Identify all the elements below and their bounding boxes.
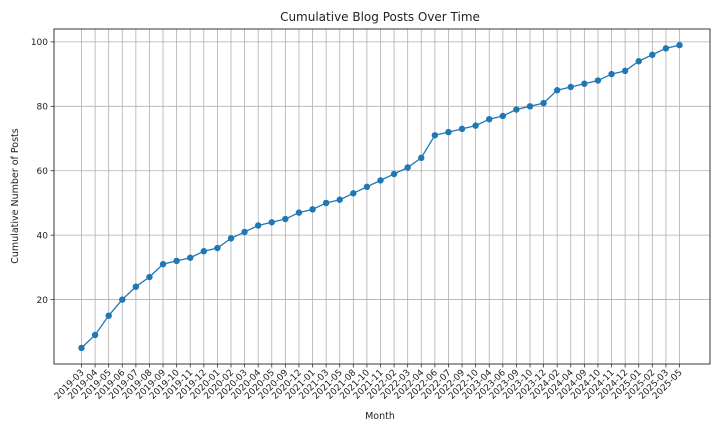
data-point — [404, 164, 411, 171]
data-point — [200, 248, 208, 255]
data-point — [322, 199, 330, 207]
data-point — [146, 273, 153, 281]
data-point — [105, 312, 112, 319]
y-axis-label: Cumulative Number of Posts — [10, 128, 21, 263]
data-point — [295, 209, 303, 216]
data-point — [418, 154, 425, 162]
y-tick-label: 40 — [37, 231, 49, 241]
chart-title: Cumulative Blog Posts Over Time — [280, 10, 480, 24]
data-point — [377, 177, 384, 184]
plot-frame — [53, 28, 711, 365]
data-point — [553, 87, 561, 94]
data-point — [445, 128, 452, 136]
data-point — [431, 132, 439, 139]
axes — [53, 28, 711, 365]
data-point — [214, 244, 221, 252]
data-point — [594, 77, 602, 84]
data-point — [513, 106, 520, 113]
data-point — [119, 296, 126, 303]
data-point — [499, 112, 507, 120]
data-point — [159, 260, 167, 268]
data-point — [390, 170, 398, 178]
data-point — [78, 344, 85, 352]
data-point — [567, 83, 574, 91]
x-axis-ticks: 2019-032019-042019-052019-062019-072019-… — [53, 364, 685, 402]
data-point — [241, 228, 248, 236]
data-point — [635, 58, 642, 65]
x-axis-label: Month — [365, 411, 395, 422]
data-point — [608, 70, 615, 78]
data-point — [540, 99, 547, 107]
grid-lines — [54, 29, 710, 364]
y-tick-label: 20 — [37, 296, 49, 306]
data-point — [581, 80, 588, 87]
data-point — [621, 67, 629, 75]
data-point — [254, 222, 262, 229]
data-point — [649, 51, 656, 58]
y-tick-label: 60 — [37, 167, 49, 177]
data-point — [132, 283, 140, 290]
data-point — [227, 235, 235, 242]
data-point — [472, 122, 479, 129]
data-point — [363, 183, 371, 191]
data-point — [662, 45, 670, 52]
data-point — [486, 115, 493, 123]
data-point — [282, 215, 289, 223]
y-tick-label: 100 — [31, 38, 48, 48]
data-point — [91, 331, 99, 339]
data-point — [676, 41, 683, 49]
y-axis-ticks: 20 40 60 80 100 — [31, 38, 54, 306]
series-points — [78, 41, 683, 352]
data-point — [173, 257, 180, 265]
data-point — [187, 254, 194, 261]
data-point — [336, 196, 343, 203]
y-tick-label: 80 — [37, 103, 49, 113]
data-point — [309, 206, 316, 213]
data-point — [350, 190, 357, 197]
data-point — [526, 103, 534, 110]
data-point — [458, 125, 466, 133]
data-point — [268, 219, 275, 226]
